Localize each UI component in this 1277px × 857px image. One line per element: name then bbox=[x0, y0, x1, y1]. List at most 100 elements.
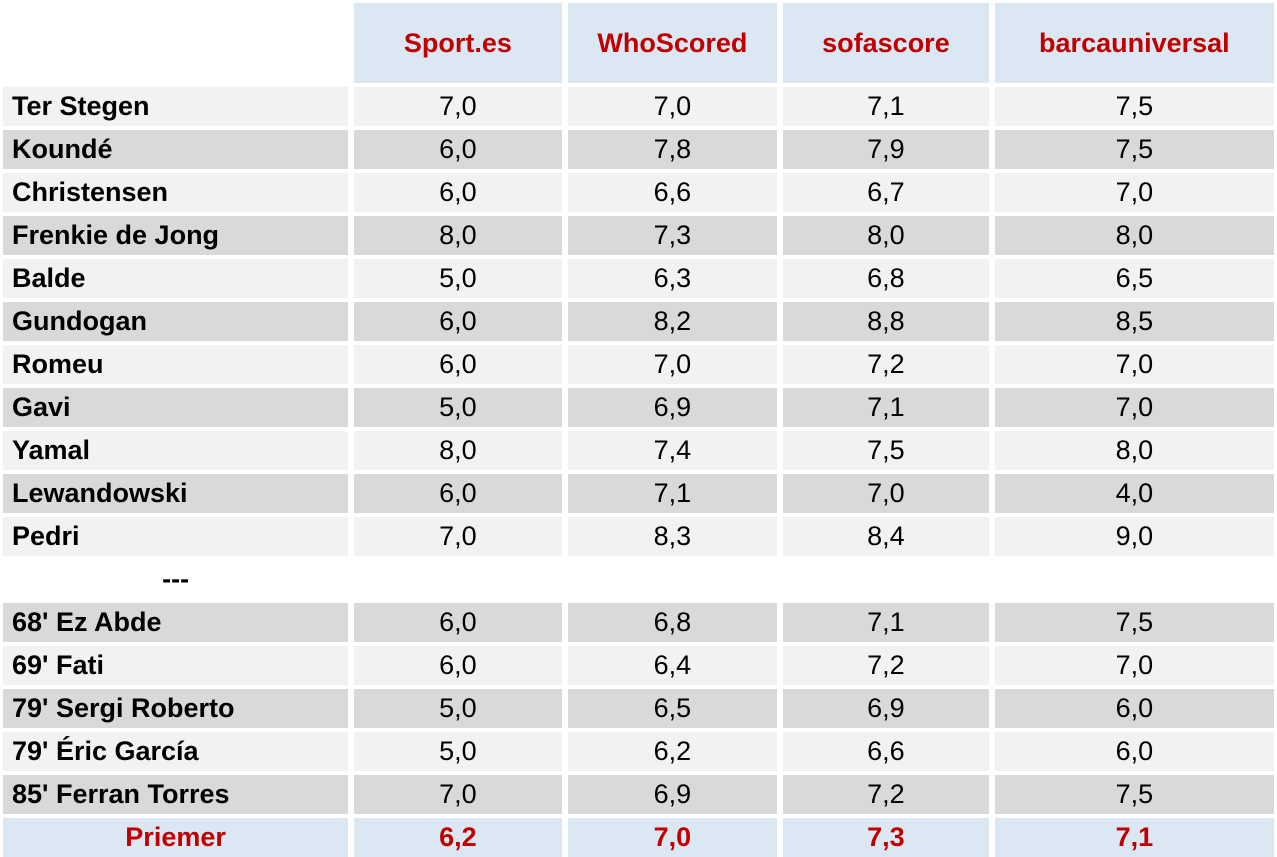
rating-cell bbox=[568, 560, 778, 599]
rating-cell: 8,0 bbox=[354, 431, 562, 470]
player-row: Pedri 7,0 8,3 8,4 9,0 bbox=[3, 517, 1275, 556]
rating-cell: 6,6 bbox=[783, 732, 989, 771]
rating-cell: 8,0 bbox=[783, 216, 989, 255]
rating-cell: 6,0 bbox=[354, 302, 562, 341]
column-header-sport-es: Sport.es bbox=[354, 3, 562, 83]
rating-cell bbox=[783, 560, 989, 599]
table-header-row: Sport.es WhoScored sofascore barcauniver… bbox=[3, 3, 1275, 83]
rating-cell: 7,5 bbox=[994, 775, 1275, 814]
player-row: Yamal 8,0 7,4 7,5 8,0 bbox=[3, 431, 1275, 470]
substitute-name: 85' Ferran Torres bbox=[3, 775, 349, 814]
rating-cell: 6,6 bbox=[567, 173, 778, 212]
rating-cell: 6,0 bbox=[994, 689, 1275, 728]
rating-cell: 7,1 bbox=[994, 818, 1274, 857]
player-name: Ter Stegen bbox=[3, 87, 349, 126]
rating-cell: 8,8 bbox=[783, 302, 989, 341]
player-row: Romeu 6,0 7,0 7,2 7,0 bbox=[3, 345, 1275, 384]
rating-cell: 7,0 bbox=[567, 818, 778, 857]
rating-cell: 6,9 bbox=[567, 388, 778, 427]
player-name: Pedri bbox=[3, 517, 349, 556]
average-label: Priemer bbox=[3, 818, 349, 857]
player-name: Gundogan bbox=[3, 302, 349, 341]
rating-cell: 8,5 bbox=[994, 302, 1275, 341]
rating-cell: 7,0 bbox=[994, 345, 1275, 384]
rating-cell: 7,0 bbox=[354, 517, 562, 556]
player-row: Balde 5,0 6,3 6,8 6,5 bbox=[3, 259, 1275, 298]
rating-cell: 6,0 bbox=[354, 130, 562, 169]
rating-cell: 9,0 bbox=[994, 517, 1275, 556]
rating-cell: 7,0 bbox=[994, 388, 1275, 427]
rating-cell bbox=[995, 560, 1274, 599]
rating-cell: 7,3 bbox=[783, 818, 989, 857]
player-row: Lewandowski 6,0 7,1 7,0 4,0 bbox=[3, 474, 1275, 513]
rating-cell: 7,4 bbox=[567, 431, 778, 470]
column-header-whoscored: WhoScored bbox=[567, 3, 778, 83]
rating-cell: 5,0 bbox=[354, 732, 562, 771]
separator-row: --- bbox=[3, 560, 1274, 599]
player-row: Frenkie de Jong 8,0 7,3 8,0 8,0 bbox=[3, 216, 1275, 255]
player-row: Ter Stegen 7,0 7,0 7,1 7,5 bbox=[3, 87, 1275, 126]
rating-cell: 8,4 bbox=[783, 517, 989, 556]
rating-cell: 6,3 bbox=[567, 259, 778, 298]
column-header-barcauniversal: barcauniversal bbox=[994, 3, 1275, 83]
rating-cell: 7,0 bbox=[354, 775, 562, 814]
rating-cell: 6,0 bbox=[354, 173, 562, 212]
rating-cell: 8,0 bbox=[354, 216, 562, 255]
rating-cell: 5,0 bbox=[354, 689, 562, 728]
rating-cell: 7,1 bbox=[567, 474, 778, 513]
player-name: Yamal bbox=[3, 431, 349, 470]
player-row: Koundé 6,0 7,8 7,9 7,5 bbox=[3, 130, 1275, 169]
player-row: Gavi 5,0 6,9 7,1 7,0 bbox=[3, 388, 1275, 427]
player-row: Christensen 6,0 6,6 6,7 7,0 bbox=[3, 173, 1275, 212]
rating-cell: 6,9 bbox=[567, 775, 778, 814]
player-name: Lewandowski bbox=[3, 474, 349, 513]
rating-cell: 6,2 bbox=[354, 818, 562, 857]
player-name: Koundé bbox=[3, 130, 349, 169]
average-row: Priemer 6,2 7,0 7,3 7,1 bbox=[3, 818, 1274, 857]
rating-cell: 6,0 bbox=[354, 603, 562, 642]
substitute-row: 69' Fati 6,0 6,4 7,2 7,0 bbox=[3, 646, 1275, 685]
substitute-name: 79' Éric García bbox=[3, 732, 349, 771]
rating-cell: 7,5 bbox=[994, 603, 1275, 642]
rating-cell: 6,0 bbox=[354, 646, 562, 685]
rating-cell: 8,0 bbox=[994, 216, 1275, 255]
substitute-row: 68' Ez Abde 6,0 6,8 7,1 7,5 bbox=[3, 603, 1275, 642]
rating-cell: 7,0 bbox=[567, 87, 778, 126]
rating-cell: 7,9 bbox=[783, 130, 989, 169]
rating-cell bbox=[354, 560, 562, 599]
rating-cell: 7,8 bbox=[567, 130, 778, 169]
player-row: Gundogan 6,0 8,2 8,8 8,5 bbox=[3, 302, 1275, 341]
rating-cell: 6,5 bbox=[994, 259, 1275, 298]
rating-cell: 6,2 bbox=[567, 732, 778, 771]
rating-cell: 6,8 bbox=[567, 603, 778, 642]
substitute-row: 85' Ferran Torres 7,0 6,9 7,2 7,5 bbox=[3, 775, 1275, 814]
rating-cell: 7,5 bbox=[783, 431, 989, 470]
rating-cell: 6,7 bbox=[783, 173, 989, 212]
column-header-sofascore: sofascore bbox=[783, 3, 989, 83]
rating-cell: 7,0 bbox=[567, 345, 778, 384]
rating-cell: 7,2 bbox=[783, 646, 989, 685]
rating-cell: 6,0 bbox=[994, 732, 1275, 771]
rating-cell: 7,2 bbox=[783, 345, 989, 384]
rating-cell: 7,0 bbox=[994, 173, 1275, 212]
substitute-row: 79' Éric García 5,0 6,2 6,6 6,0 bbox=[3, 732, 1275, 771]
substitute-name: 79' Sergi Roberto bbox=[3, 689, 349, 728]
rating-cell: 7,1 bbox=[783, 603, 989, 642]
separator-label: --- bbox=[162, 564, 190, 594]
player-name: Frenkie de Jong bbox=[3, 216, 349, 255]
rating-cell: 6,0 bbox=[354, 474, 562, 513]
player-name: Gavi bbox=[3, 388, 349, 427]
player-name: Balde bbox=[3, 259, 349, 298]
rating-cell: 6,9 bbox=[783, 689, 989, 728]
corner-cell bbox=[3, 3, 348, 83]
rating-cell: 7,1 bbox=[783, 388, 989, 427]
rating-cell: 5,0 bbox=[354, 388, 562, 427]
rating-cell: 7,0 bbox=[354, 87, 562, 126]
rating-cell: 8,0 bbox=[994, 431, 1275, 470]
rating-cell: 8,2 bbox=[567, 302, 778, 341]
substitute-name: 68' Ez Abde bbox=[3, 603, 349, 642]
rating-cell: 7,1 bbox=[783, 87, 989, 126]
rating-cell: 7,0 bbox=[783, 474, 989, 513]
rating-cell: 7,5 bbox=[994, 130, 1275, 169]
